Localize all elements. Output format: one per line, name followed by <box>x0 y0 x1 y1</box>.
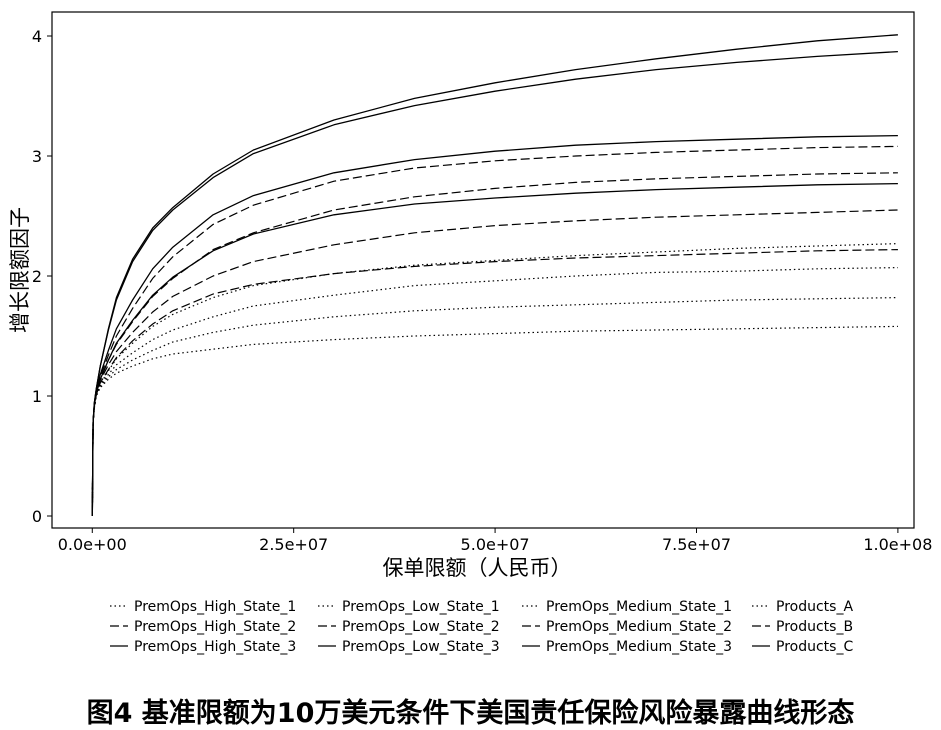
x-tick-label: 5.0e+07 <box>461 535 530 554</box>
chart: 0 1 2 3 4 0.0e+00 2.5e+07 5.0e+07 7.5e+07 1.0e+0… <box>8 11 932 655</box>
x-tick-label: 0.0e+00 <box>58 535 127 554</box>
series-line-premops-medium-state-1 <box>91 297 898 517</box>
plot-border <box>51 11 915 529</box>
legend-label: PremOps_Low_State_1 <box>342 599 500 615</box>
series-line-premops-medium-state-2 <box>91 209 898 517</box>
series-line-premops-medium-state-3 <box>91 134 898 517</box>
series-line-products-b <box>91 145 898 517</box>
legend-label: PremOps_Medium_State_3 <box>546 639 732 655</box>
legend-label: Products_C <box>776 639 853 655</box>
legend-label: PremOps_High_State_3 <box>134 639 296 655</box>
x-axis-title: 保单限额（人民币） <box>383 556 572 580</box>
x-tick-label: 2.5e+07 <box>259 535 328 554</box>
x-tick-label: 1.0e+08 <box>863 535 932 554</box>
y-tick-label: 1 <box>32 387 42 406</box>
series-line-products-a <box>91 243 898 517</box>
y-axis-title: 增长限额因子 <box>8 207 32 333</box>
series-line-premops-low-state-1 <box>91 325 898 517</box>
legend-label: Products_B <box>776 619 853 635</box>
x-tick-label: 7.5e+07 <box>662 535 731 554</box>
legend-label: PremOps_Medium_State_2 <box>546 619 732 635</box>
legend: PremOps_High_State_1 PremOps_Low_State_1 P… <box>110 599 853 655</box>
legend-label: PremOps_Low_State_3 <box>342 639 500 655</box>
legend-label: PremOps_Low_State_2 <box>342 619 500 635</box>
series-line-premops-low-state-2 <box>91 249 898 517</box>
legend-label: Products_A <box>776 599 853 615</box>
y-tick-label: 4 <box>32 27 42 46</box>
series-line-premops-high-state-3 <box>91 50 898 517</box>
legend-label: PremOps_High_State_2 <box>134 619 296 635</box>
legend-label: PremOps_Medium_State_1 <box>546 599 732 615</box>
series-line-premops-low-state-3 <box>91 182 898 517</box>
y-axis-ticks: 0 1 2 3 4 <box>32 27 52 526</box>
legend-label: PremOps_High_State_1 <box>134 599 296 615</box>
x-axis-ticks: 0.0e+00 2.5e+07 5.0e+07 7.5e+07 1.0e+08 <box>58 528 932 554</box>
series-lines <box>91 34 898 517</box>
series-line-premops-high-state-1 <box>91 267 898 517</box>
y-tick-label: 0 <box>32 507 42 526</box>
series-line-products-c <box>91 34 898 517</box>
figure-caption: 图4 基准限额为10万美元条件下美国责任保险风险暴露曲线形态 <box>86 698 855 729</box>
y-tick-label: 3 <box>32 147 42 166</box>
y-tick-label: 2 <box>32 267 42 286</box>
